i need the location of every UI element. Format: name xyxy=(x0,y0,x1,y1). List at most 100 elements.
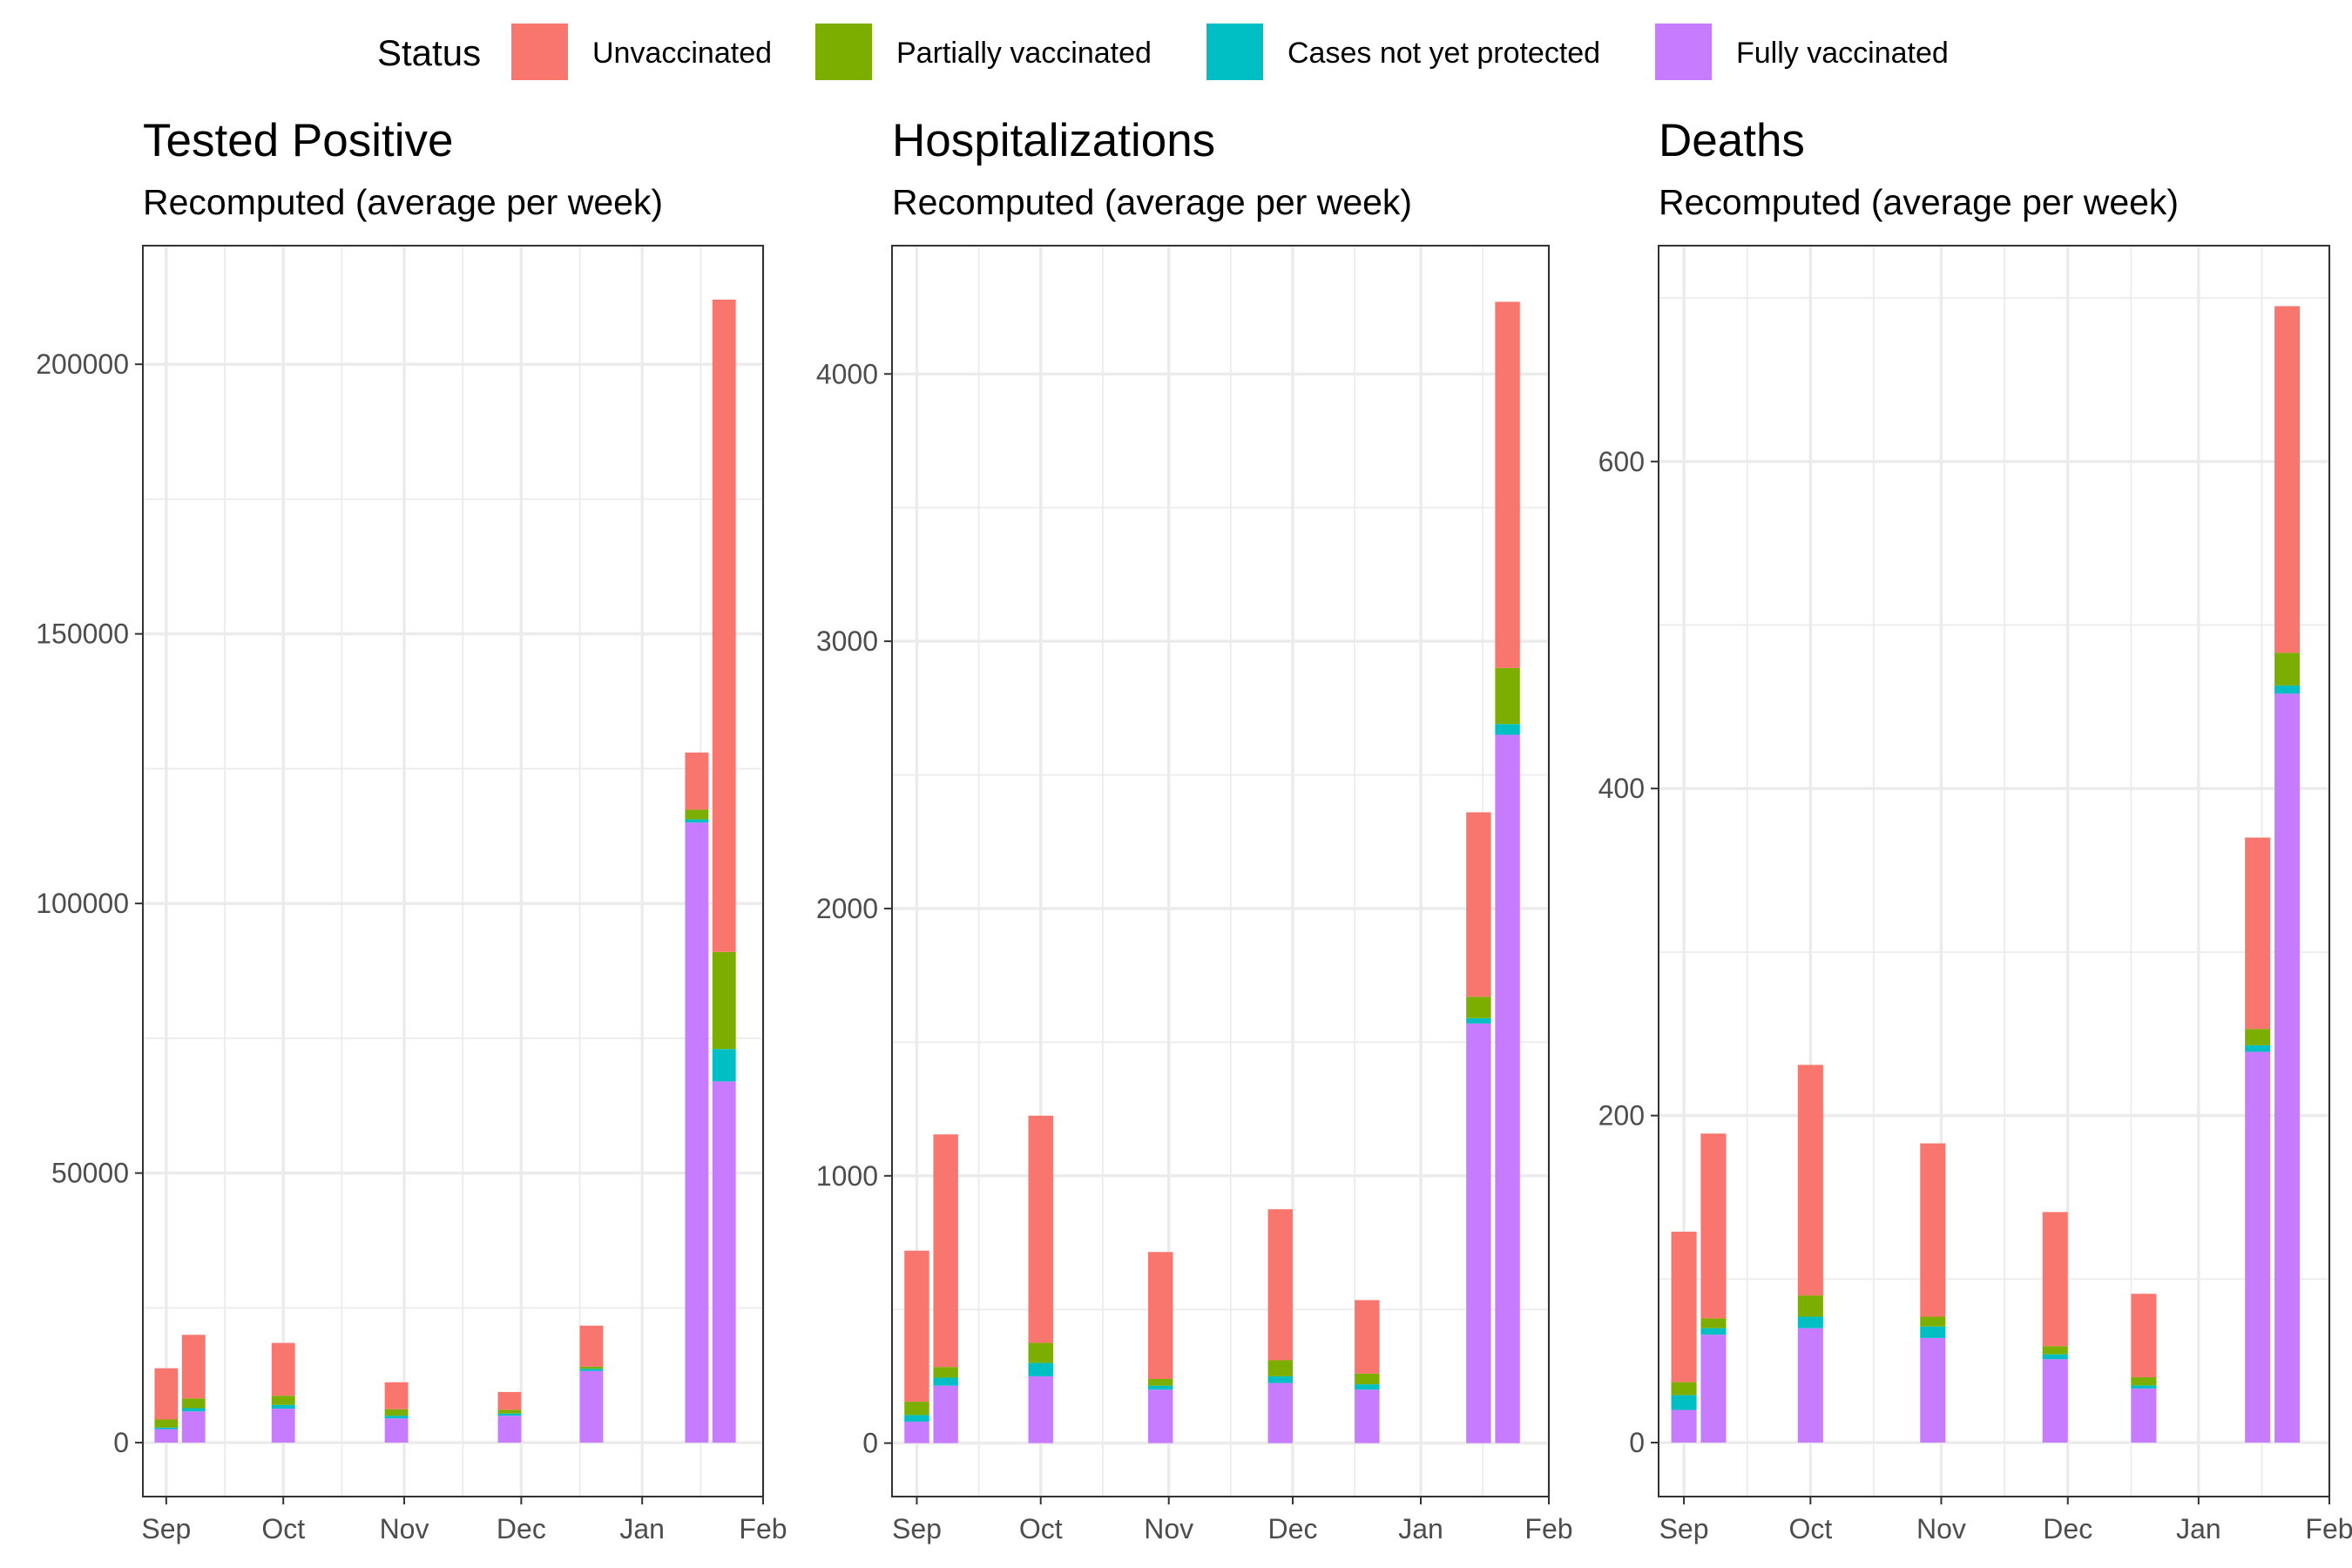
x-tick-label: Sep xyxy=(1659,1513,1709,1544)
bar-segment-unvaccinated xyxy=(1671,1231,1697,1382)
y-tick-label: 1000 xyxy=(816,1160,878,1192)
panel-border xyxy=(1658,245,2330,1497)
bar-segment-unvaccinated xyxy=(712,299,736,952)
bar-segment-cases-not-yet-protected xyxy=(181,1408,206,1412)
bar-segment-fully-vaccinated xyxy=(1267,1382,1293,1443)
panel-subtitle: Recomputed (average per week) xyxy=(1659,182,2179,222)
bar-segment-partially-vaccinated xyxy=(1148,1378,1173,1386)
bar-segment-cases-not-yet-protected xyxy=(579,1369,604,1371)
x-tick-label: Jan xyxy=(1398,1513,1443,1544)
bar-segment-unvaccinated xyxy=(497,1391,522,1410)
bar-segment-partially-vaccinated xyxy=(712,951,736,1050)
bar-segment-cases-not-yet-protected xyxy=(1495,724,1520,735)
bar-segment-unvaccinated xyxy=(904,1250,929,1402)
x-tick-label: Nov xyxy=(1144,1513,1193,1544)
bar-segment-cases-not-yet-protected xyxy=(271,1404,295,1409)
bar-segment-fully-vaccinated xyxy=(271,1409,295,1443)
legend-title: Status xyxy=(377,32,481,73)
panel-0: Tested Positive Recomputed (average per w… xyxy=(36,115,787,1544)
x-tick-label: Feb xyxy=(739,1513,787,1544)
bar-segment-cases-not-yet-protected xyxy=(1355,1384,1380,1390)
y-tick-label: 400 xyxy=(1598,773,1645,804)
x-tick-label: Dec xyxy=(2043,1513,2092,1544)
bar-segment-cases-not-yet-protected xyxy=(1028,1362,1053,1376)
bar-segment-unvaccinated xyxy=(384,1382,409,1409)
bar-segment-unvaccinated xyxy=(579,1325,604,1367)
panel-title: Tested Positive xyxy=(143,115,453,166)
y-tick-label: 0 xyxy=(1629,1427,1645,1458)
bar-segment-fully-vaccinated xyxy=(1797,1328,1823,1443)
bar-segment-fully-vaccinated xyxy=(712,1081,736,1443)
y-tick-label: 200000 xyxy=(36,348,129,380)
bar-segment-fully-vaccinated xyxy=(181,1411,206,1443)
bar-segment-fully-vaccinated xyxy=(1671,1409,1697,1443)
bar-segment-partially-vaccinated xyxy=(2131,1376,2157,1386)
bar-segment-partially-vaccinated xyxy=(1466,997,1491,1018)
legend: Status Unvaccinated Partially vaccinated C… xyxy=(377,24,1949,80)
y-tick-label: 600 xyxy=(1598,446,1645,477)
bar-segment-cases-not-yet-protected xyxy=(1148,1385,1173,1390)
bar-segment-cases-not-yet-protected xyxy=(384,1416,409,1419)
bar-segment-partially-vaccinated xyxy=(1671,1382,1697,1396)
bar-segment-partially-vaccinated xyxy=(2274,652,2301,686)
bar-segment-partially-vaccinated xyxy=(497,1409,522,1414)
bar-segment-fully-vaccinated xyxy=(685,822,709,1443)
bar-segment-unvaccinated xyxy=(1700,1133,1727,1319)
bar-segment-unvaccinated xyxy=(271,1342,295,1396)
bar-segment-fully-vaccinated xyxy=(2274,693,2301,1443)
legend-label-2: Cases not yet protected xyxy=(1288,37,1600,70)
bar-segment-cases-not-yet-protected xyxy=(1920,1326,1946,1338)
bar-segment-unvaccinated xyxy=(2245,837,2271,1030)
bar-segment-cases-not-yet-protected xyxy=(1700,1328,1727,1335)
bar-segment-fully-vaccinated xyxy=(497,1416,522,1443)
y-tick-label: 50000 xyxy=(51,1158,129,1189)
x-tick-label: Jan xyxy=(2176,1513,2221,1544)
y-tick-label: 0 xyxy=(862,1428,878,1459)
bar-segment-fully-vaccinated xyxy=(384,1418,409,1443)
legend-label-3: Fully vaccinated xyxy=(1736,37,1949,70)
bar-segment-unvaccinated xyxy=(1797,1064,1823,1296)
bar-segment-unvaccinated xyxy=(1495,301,1520,668)
bar-segment-cases-not-yet-protected xyxy=(2042,1354,2068,1360)
panel-title: Deaths xyxy=(1659,115,1805,166)
bar-segment-fully-vaccinated xyxy=(579,1370,604,1443)
bar-segment-unvaccinated xyxy=(154,1368,179,1420)
x-tick-label: Feb xyxy=(1524,1513,1572,1544)
bar-segment-partially-vaccinated xyxy=(2245,1029,2271,1045)
bar-segment-partially-vaccinated xyxy=(579,1366,604,1369)
bar-segment-cases-not-yet-protected xyxy=(1466,1017,1491,1024)
legend-label-0: Unvaccinated xyxy=(592,37,772,70)
legend-key-0 xyxy=(511,24,568,80)
y-tick-label: 0 xyxy=(113,1427,129,1458)
bar-segment-cases-not-yet-protected xyxy=(2274,685,2301,694)
bar-segment-fully-vaccinated xyxy=(1700,1335,1727,1443)
bar-segment-fully-vaccinated xyxy=(1355,1389,1380,1443)
bar-segment-fully-vaccinated xyxy=(2245,1051,2271,1443)
bar-segment-cases-not-yet-protected xyxy=(685,819,709,823)
bar-segment-partially-vaccinated xyxy=(1267,1360,1293,1376)
bar-segment-partially-vaccinated xyxy=(933,1367,958,1378)
bar-segment-cases-not-yet-protected xyxy=(712,1049,736,1082)
x-tick-label: Nov xyxy=(380,1513,429,1544)
panel-border xyxy=(891,245,1550,1497)
x-tick-label: Nov xyxy=(1916,1513,1966,1544)
bar-segment-fully-vaccinated xyxy=(904,1422,929,1443)
y-tick-label: 4000 xyxy=(816,358,878,389)
bar-segment-unvaccinated xyxy=(1148,1252,1173,1379)
bar-segment-cases-not-yet-protected xyxy=(497,1413,522,1416)
y-tick-label: 100000 xyxy=(36,888,129,919)
bar-segment-partially-vaccinated xyxy=(1355,1373,1380,1385)
bar-segment-unvaccinated xyxy=(2131,1294,2157,1377)
bar-segment-partially-vaccinated xyxy=(154,1419,179,1428)
bar-segment-fully-vaccinated xyxy=(1920,1337,1946,1443)
bar-segment-unvaccinated xyxy=(1355,1300,1380,1374)
bar-segment-fully-vaccinated xyxy=(154,1429,179,1443)
bar-segment-cases-not-yet-protected xyxy=(933,1377,958,1386)
bar-segment-partially-vaccinated xyxy=(181,1398,206,1409)
x-tick-label: Sep xyxy=(892,1513,942,1544)
bar-segment-fully-vaccinated xyxy=(2131,1389,2157,1443)
x-tick-label: Jan xyxy=(619,1513,665,1544)
y-tick-label: 2000 xyxy=(816,893,878,924)
bar-segment-unvaccinated xyxy=(685,752,709,810)
